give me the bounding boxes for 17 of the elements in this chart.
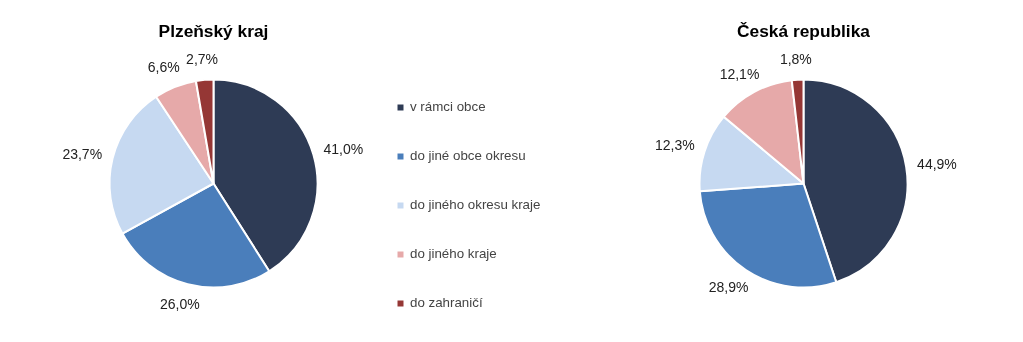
data-label: 28,9%: [708, 279, 749, 296]
data-label: 12,1%: [719, 65, 760, 82]
legend-label: do jiné obce okresu: [410, 148, 526, 163]
data-label: 41,0%: [323, 140, 364, 157]
legend-label: do zahraničí: [410, 295, 483, 310]
data-label: 12,3%: [654, 137, 695, 154]
legend-label: do jiného kraje: [410, 246, 497, 261]
data-label: 26,0%: [160, 296, 200, 313]
data-label: 6,6%: [147, 59, 180, 76]
legend-label: do jiného okresu kraje: [410, 197, 541, 212]
data-label: 2,7%: [186, 51, 219, 68]
chart-title: Plzeňský kraj: [158, 20, 269, 41]
chart-title: Česká republika: [737, 20, 871, 41]
data-label: 1,8%: [779, 50, 812, 67]
data-label: 23,7%: [62, 145, 103, 162]
legend-label: v rámci obce: [410, 99, 486, 114]
data-label: 44,9%: [917, 155, 957, 172]
